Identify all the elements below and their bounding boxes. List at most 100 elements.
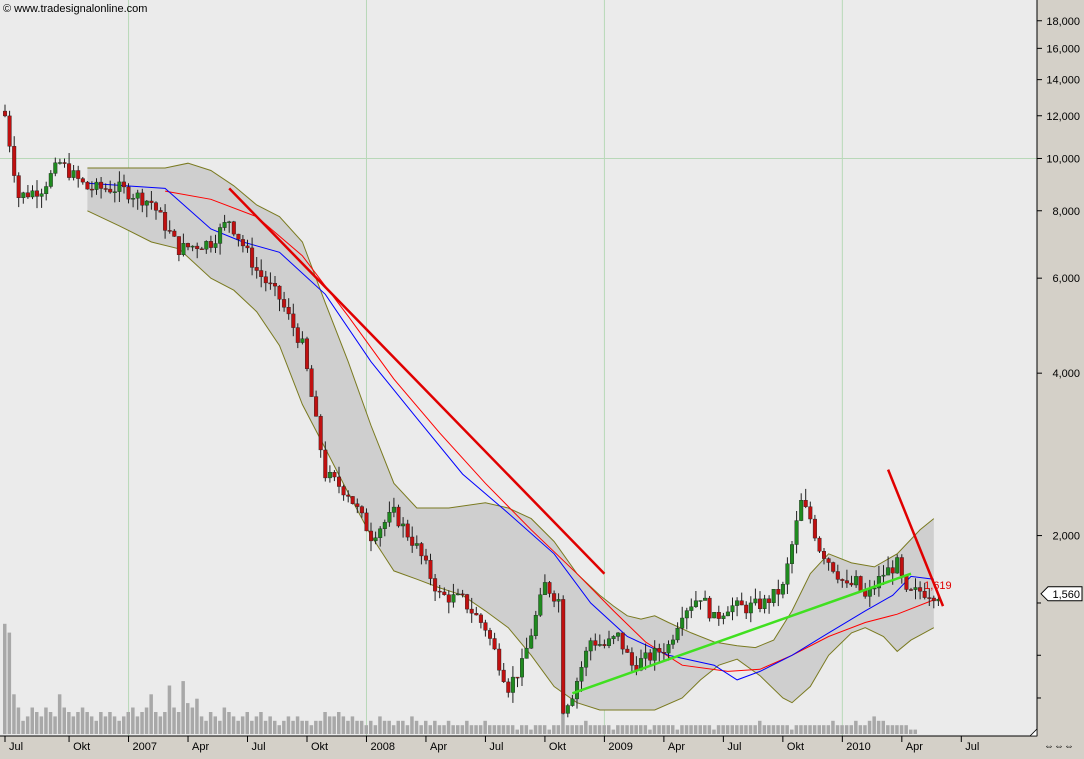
candle-down [259,270,264,277]
candle-up [21,192,26,198]
candle-down [812,518,817,539]
volume-bar [529,729,533,734]
bollinger-band [87,162,935,711]
source-label[interactable]: © www.tradesignalonline.com [3,3,147,15]
candle-down [323,449,328,479]
volume-bar [419,725,423,734]
volume-bar [199,716,204,734]
candle-down [295,327,300,343]
y-tick-label: 10,000 [1046,154,1080,166]
volume-bar [208,712,213,735]
volume-bar [744,725,748,734]
candle-up [135,192,140,199]
candle-up [616,632,621,637]
volume-bar [76,712,80,735]
candle-down [346,494,351,497]
candle-down [648,652,653,661]
candle-up [570,698,575,706]
candle-up [597,644,602,646]
volume-bar [67,712,71,735]
volume-bar [446,720,451,734]
candle-down [478,614,483,623]
candle-up [204,241,209,250]
volume-bar [872,716,876,734]
volume-bars [3,623,917,735]
x-tick-label: 2008 [371,741,395,753]
volume-bar [474,725,478,734]
candle-up [510,676,515,693]
candle-down [341,486,346,496]
volume-bar [327,716,332,734]
candle-up [387,512,392,523]
candle-down [826,558,831,563]
candle-down [547,582,552,594]
candle-down [80,178,85,183]
volume-bar [515,729,519,734]
candle-up [57,162,62,164]
volume-bar [748,725,753,734]
y-tick-label: 14,000 [1046,75,1080,87]
y-tick-label: 8,000 [1052,206,1080,218]
volume-bar [831,720,835,734]
scroll-arrows-icon[interactable]: ⇔⇔⇔ [1044,741,1074,752]
candle-down [309,368,314,397]
volume-bar [776,725,780,734]
candle-down [909,589,914,591]
volume-bar [57,694,62,734]
volume-bar [790,729,794,734]
volume-bar [863,725,867,734]
candle-down [899,557,904,576]
volume-bar [158,716,163,734]
candle-up [44,186,49,195]
x-tick-label: Apr [668,741,685,753]
volume-bar [909,729,913,734]
volume-bar [634,725,638,734]
y-tick-label: 6,000 [1052,273,1080,285]
volume-bar [675,729,680,734]
volume-bar [854,720,858,734]
volume-bar [268,716,272,734]
volume-bar [71,716,76,734]
x-tick-label: Okt [787,741,804,753]
candle-up [895,557,900,574]
candle-up [689,606,694,611]
candle-down [488,630,493,639]
volume-bar [725,725,730,734]
volume-bar [758,720,762,734]
volume-bar [3,623,7,735]
candle-down [273,283,278,287]
volume-bar [703,725,707,734]
candle-down [625,648,630,653]
volume-bar [817,725,821,734]
candle-up [222,222,227,228]
volume-bar [822,725,826,734]
volume-bar [867,720,872,734]
volume-bar [273,720,277,734]
volume-bar [204,720,208,734]
volume-bar [520,725,524,734]
volume-bar [611,729,616,734]
candle-down [657,648,662,653]
volume-bar [414,720,419,734]
volume-bar [332,716,336,734]
volume-bar [373,725,378,734]
volume-bar [122,716,126,734]
volume-bar [506,725,510,734]
candle-up [533,615,538,637]
y-tick-label: 2,000 [1052,531,1080,543]
volume-bar [240,716,245,734]
candle-up [703,597,708,601]
resize-corner-icon[interactable] [1029,728,1038,737]
candle-down [99,181,104,189]
volume-bar [112,716,117,734]
candle-up [378,528,383,538]
volume-bar [309,725,314,734]
candle-up [753,598,758,604]
candle-up [785,563,790,585]
candle-down [707,597,712,619]
candle-down [442,591,447,595]
candle-up [382,522,387,529]
candle-down [314,396,319,417]
candle-down [419,543,424,557]
